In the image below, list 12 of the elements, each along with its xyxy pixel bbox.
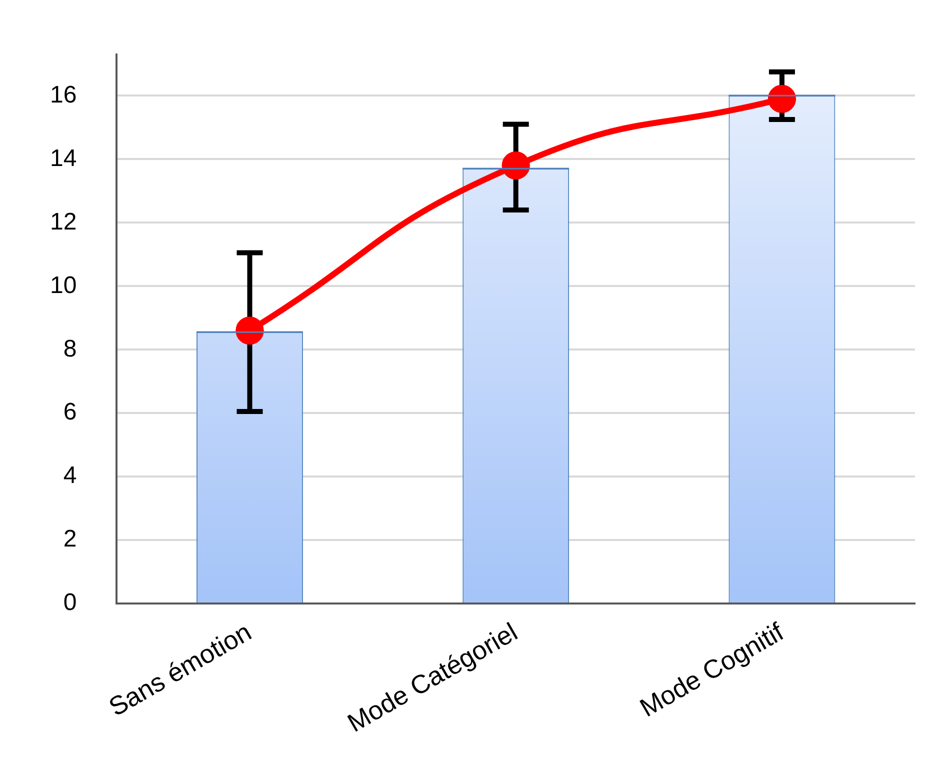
y-tick-label: 2 — [63, 526, 77, 553]
y-tick-label: 0 — [63, 589, 77, 616]
point — [502, 152, 530, 180]
point — [236, 316, 264, 345]
y-tick-label: 16 — [50, 81, 77, 108]
point — [768, 84, 796, 113]
y-tick-label: 12 — [50, 208, 77, 236]
y-tick-label: 14 — [50, 144, 77, 172]
y-tick-label: 6 — [63, 398, 77, 426]
y-tick-label: 8 — [63, 335, 77, 362]
y-tick-label: 10 — [50, 272, 77, 299]
y-tick-label: 4 — [63, 462, 77, 490]
